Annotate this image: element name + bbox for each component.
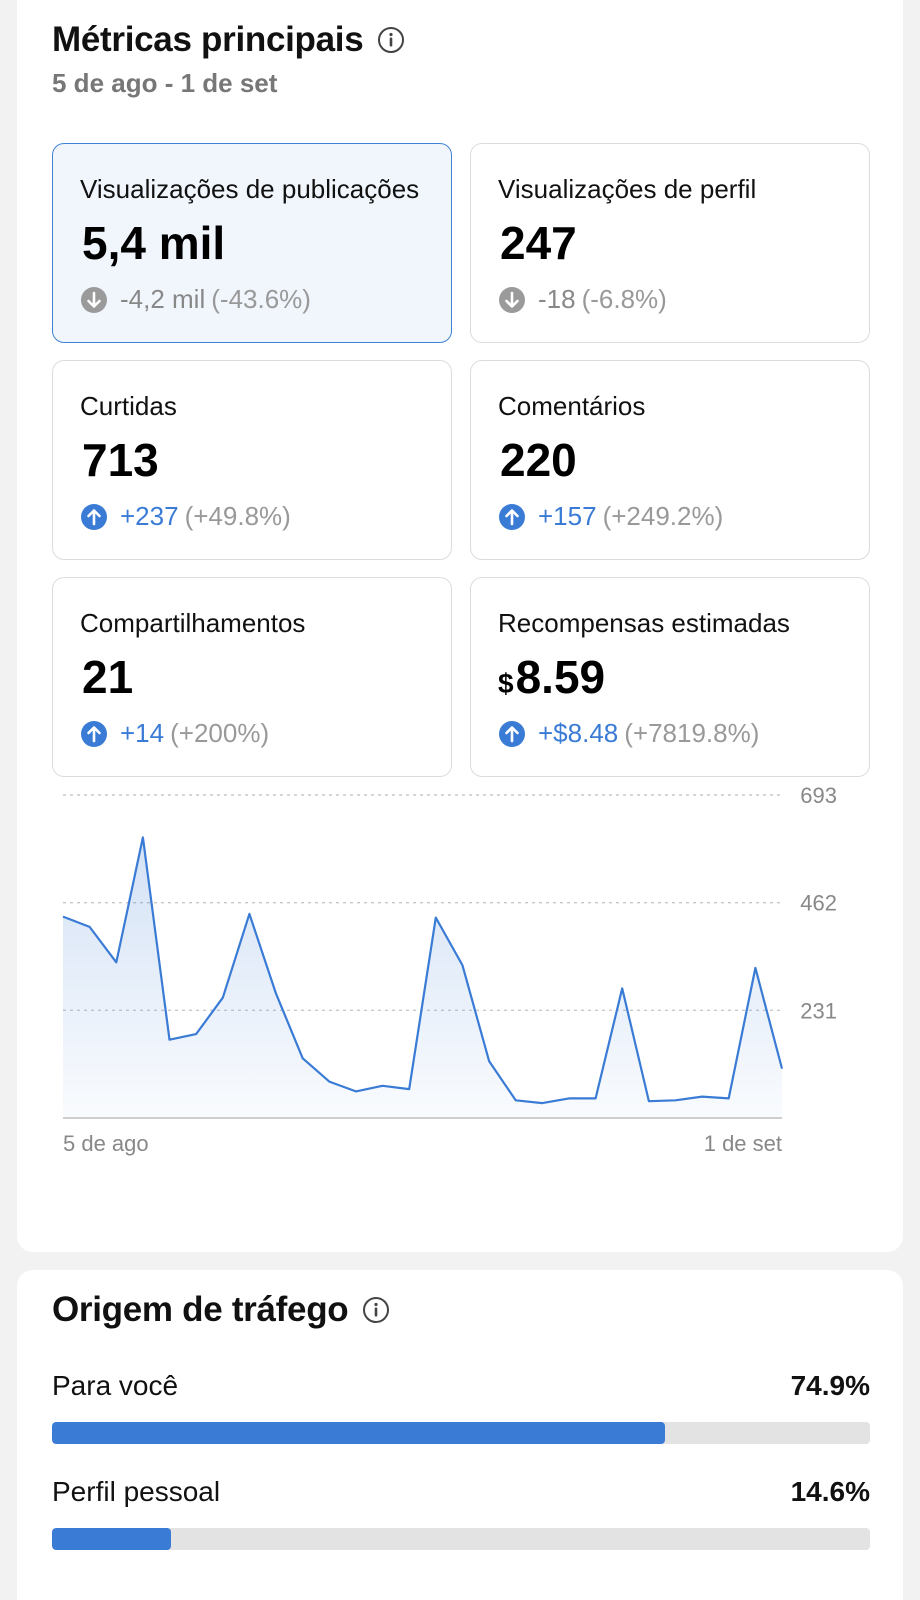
metric-card[interactable]: Recompensas estimadas $8.59 +$8.48 (+7819.8… [470,577,870,777]
metric-delta: -4,2 mil [120,284,206,314]
arrow-up-circle-icon [499,503,525,530]
metric-card[interactable]: Compartilhamentos 21 +14 (+200%) [52,577,452,777]
traffic-source-card: Origem de tráfego Para você 74.9% Perfil p… [17,1270,903,1600]
traffic-progress-track [52,1422,870,1444]
traffic-source-percent: 74.9% [790,1370,870,1401]
traffic-source-percent: 14.6% [790,1476,870,1507]
metric-delta: +14 [120,718,165,748]
currency-symbol: $ [498,668,514,699]
y-tick-label: 462 [800,891,837,916]
metric-value: 220 [498,433,577,487]
x-end-label: 1 de set [704,1131,782,1156]
arrow-up-circle-icon [81,720,107,747]
y-tick-label: 693 [800,783,837,808]
metric-label: Visualizações de perfil [498,174,757,204]
arrow-down-circle-icon [81,286,107,313]
metric-delta-percent: (+7819.8%) [624,718,760,748]
metric-card[interactable]: Visualizações de perfil 247 -18 (-6.8%) [470,143,870,343]
metric-value-number: 247 [500,217,577,269]
arrow-up-circle-icon [499,720,525,747]
metric-change: +237 (+49.8%) [80,501,291,532]
key-metrics-title-text: Métricas principais [52,20,364,59]
info-icon[interactable] [377,26,405,54]
metric-label: Recompensas estimadas [498,608,790,638]
metric-value-number: 21 [82,651,134,703]
key-metrics-title: Métricas principais [52,20,405,60]
metric-label: Comentários [498,391,646,421]
metric-value-number: 713 [82,434,159,486]
traffic-progress-fill [52,1422,665,1444]
metric-value-number: 8.59 [515,651,606,703]
metric-card[interactable]: Comentários 220 +157 (+249.2%) [470,360,870,560]
metric-change: -4,2 mil (-43.6%) [80,284,311,315]
metric-change: -18 (-6.8%) [498,284,667,315]
metric-change: +14 (+200%) [80,718,269,749]
metric-value: 21 [80,650,133,704]
traffic-source-name: Para você [52,1370,179,1401]
metric-delta-percent: (+200%) [170,718,270,748]
traffic-title-text: Origem de tráfego [52,1290,349,1329]
metric-delta: -18 [538,284,576,314]
metric-value: $8.59 [498,650,605,704]
date-range: 5 de ago - 1 de set [52,68,278,98]
info-icon[interactable] [362,1296,390,1324]
metric-value: 5,4 mil [80,216,225,270]
metric-delta-percent: (-43.6%) [211,284,311,314]
traffic-progress-track [52,1528,870,1550]
metric-change: +157 (+249.2%) [498,501,723,532]
metric-delta-percent: (+49.8%) [184,501,291,531]
traffic-source-name: Perfil pessoal [52,1476,221,1507]
x-start-label: 5 de ago [63,1131,149,1156]
metric-value: 713 [80,433,159,487]
arrow-down-circle-icon [499,286,525,313]
metric-delta: +157 [538,501,597,531]
metric-value-number: 220 [500,434,577,486]
arrow-up-circle-icon [81,503,107,530]
metric-delta-percent: (+249.2%) [602,501,724,531]
y-tick-label: 231 [800,998,837,1023]
metric-change: +$8.48 (+7819.8%) [498,718,759,749]
metric-delta-percent: (-6.8%) [581,284,667,314]
metric-label: Visualizações de publicações [80,174,420,204]
chart-line [62,836,784,1105]
chart-area-fill [63,837,782,1118]
traffic-progress-fill [52,1528,172,1550]
views-area-chart: 231 462 693 5 de ago 1 de set [62,783,837,1156]
metric-label: Curtidas [80,391,177,421]
traffic-title: Origem de tráfego [52,1290,390,1330]
metric-card[interactable]: Visualizações de publicações 5,4 mil -4,2 … [52,143,452,343]
metric-value: 247 [498,216,577,270]
key-metrics-card: Métricas principais 5 de ago - 1 de set … [17,0,903,1252]
metric-delta: +$8.48 [538,718,619,748]
metric-card[interactable]: Curtidas 713 +237 (+49.8%) [52,360,452,560]
metric-label: Compartilhamentos [80,608,306,638]
metric-value-number: 5,4 mil [82,217,226,269]
metric-delta: +237 [120,501,179,531]
